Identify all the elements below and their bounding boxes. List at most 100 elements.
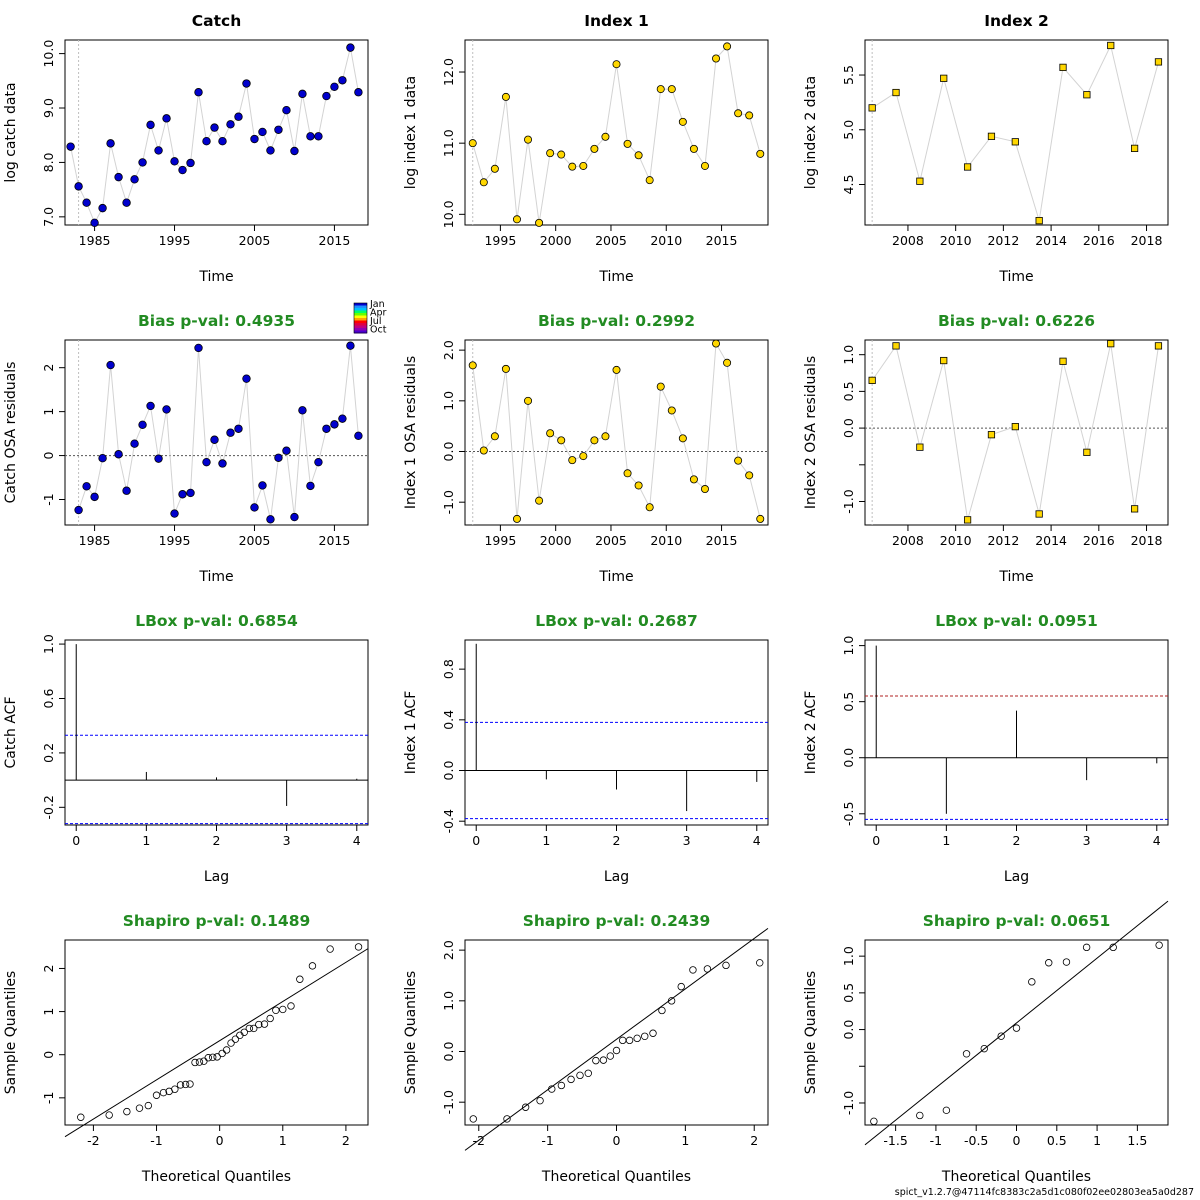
x-tick-label: 1 (681, 1133, 689, 1148)
data-point (980, 1044, 988, 1053)
x-tick-label: 1995 (159, 233, 191, 248)
y-axis-label: Index 1 ACF (403, 691, 419, 775)
data-point (346, 43, 355, 52)
x-axis-label: Time (998, 569, 1033, 585)
y-tick-label: -1 (41, 1092, 56, 1104)
data-point (870, 1117, 878, 1126)
data-points (74, 341, 363, 524)
data-point (689, 475, 698, 484)
data-point (689, 966, 697, 974)
data-point (678, 434, 687, 443)
y-axis-label: Catch OSA residuals (3, 362, 19, 504)
data-point (242, 374, 251, 383)
y-tick-label: -0.2 (41, 795, 56, 819)
legend-swatch (354, 310, 367, 314)
data-point (218, 1049, 226, 1058)
x-tick-label: 1995 (484, 233, 516, 248)
data-point (322, 424, 331, 433)
y-axis-label: Index 2 ACF (803, 691, 819, 775)
panel-title: Bias p-val: 0.6226 (938, 312, 1095, 330)
data-point (667, 85, 676, 94)
data-point (512, 215, 521, 224)
x-tick-label: 1995 (159, 533, 191, 548)
data-point (106, 360, 115, 370)
data-point (667, 997, 676, 1005)
x-axis: 1995 2000 2005 2010 2015 (484, 225, 737, 248)
data-point (997, 1032, 1005, 1040)
x-tick-label: 0 (216, 1133, 224, 1148)
data-point (712, 54, 721, 63)
y-axis: -0.2 0.2 0.6 1.0 (41, 634, 65, 820)
panel-title: Index 2 (984, 12, 1049, 30)
data-point (756, 959, 764, 967)
data-point (306, 481, 315, 491)
data-point (258, 481, 267, 490)
data-point (618, 1036, 627, 1045)
data-point (634, 151, 643, 160)
version-footer: spict_v1.2.7@47114fc8383c2a5d1c080f02ee0… (894, 1187, 1194, 1198)
data-point (678, 117, 687, 126)
data-point (162, 114, 171, 123)
data-point (557, 1081, 566, 1090)
y-tick-label: -1.0 (841, 1091, 856, 1115)
y-tick-label: 9.0 (41, 98, 56, 118)
y-axis: -1 0 1 2 (41, 364, 65, 506)
data-point (210, 435, 219, 444)
data-point (240, 1028, 248, 1036)
data-point (279, 1005, 287, 1014)
x-tick-label: 2010 (650, 533, 682, 548)
data-point (568, 162, 577, 171)
data-point (700, 161, 709, 170)
data-point (260, 1020, 269, 1028)
data-point (218, 459, 227, 468)
y-tick-label: 1 (41, 1008, 56, 1016)
acf-bars (875, 645, 1158, 814)
data-point (1109, 943, 1117, 952)
y-axis-label: Index 1 OSA residuals (403, 356, 419, 509)
y-tick-label: 1.0 (441, 391, 456, 411)
x-tick-label: 3 (683, 833, 691, 848)
x-tick-label: 0.5 (1047, 1133, 1067, 1148)
data-point (722, 961, 730, 970)
y-tick-label: 0.2 (41, 743, 56, 763)
data-point (231, 1035, 240, 1043)
data-point (105, 1111, 113, 1119)
panel-title: Bias p-val: 0.2992 (538, 312, 695, 330)
data-point (138, 158, 147, 167)
x-tick-label: 2 (613, 833, 621, 848)
y-axis: -1.0 0.0 1.0 2.0 (441, 340, 465, 514)
legend-swatch (354, 320, 367, 324)
data-point (601, 132, 610, 141)
y-axis-label: Catch ACF (3, 696, 19, 768)
x-axis-label: Time (998, 269, 1033, 285)
data-point (162, 405, 171, 414)
data-point (242, 79, 251, 88)
data-point (209, 1053, 217, 1061)
x-tick-label: 2010 (650, 233, 682, 248)
data-point (154, 454, 163, 463)
data-point (521, 1103, 530, 1111)
data-points (77, 943, 363, 1121)
data-point (940, 356, 948, 365)
data-point (322, 91, 331, 101)
x-axis-label: Time (598, 269, 633, 285)
legend-swatch (354, 330, 367, 334)
data-point (703, 965, 712, 973)
x-tick-label: 2008 (892, 533, 924, 548)
data-point (146, 120, 155, 130)
data-point (330, 420, 339, 429)
y-tick-label: 2.0 (441, 940, 456, 960)
legend-label: Jan (369, 299, 385, 310)
data-point (1028, 978, 1036, 986)
data-point (135, 1104, 144, 1112)
panel-7: LBox p-val: 0.6854 0 1 2 3 4 Lag -0.2 0.2 0.6 1.0 C… (3, 612, 369, 885)
plot-frame (64, 939, 369, 1126)
data-point (548, 1085, 556, 1093)
legend-swatch (354, 308, 367, 311)
data-point (723, 42, 732, 51)
data-point (892, 342, 900, 350)
data-point (658, 1006, 666, 1015)
x-axis-label: Lag (1004, 869, 1029, 885)
